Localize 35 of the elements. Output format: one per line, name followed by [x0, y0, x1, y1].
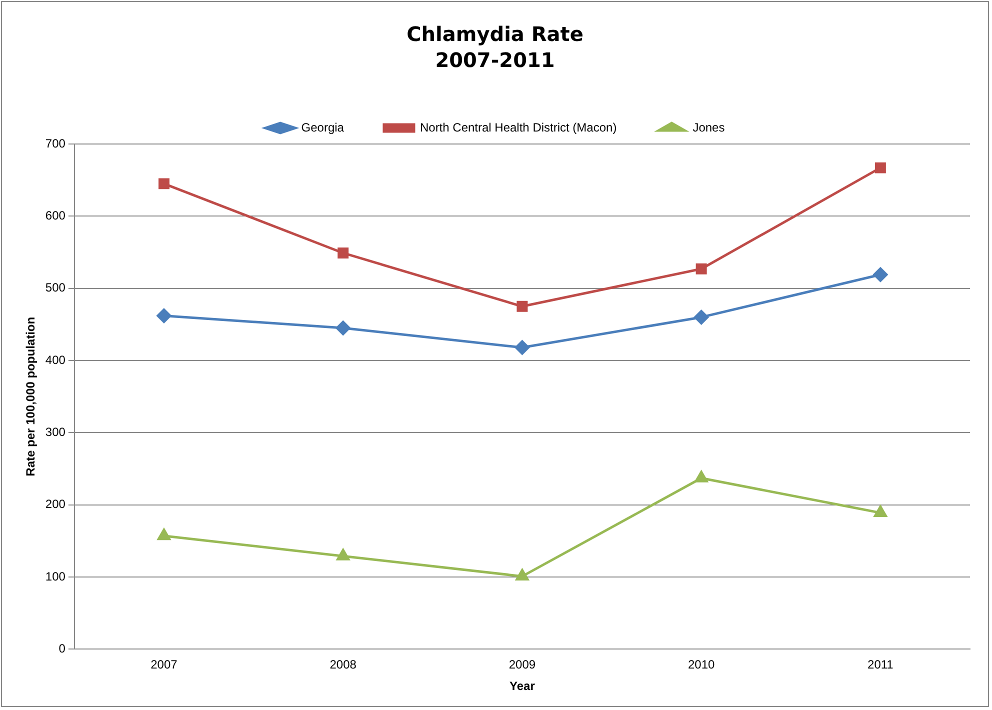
point: [516, 569, 529, 581]
legend-label: Georgia: [301, 120, 344, 134]
point: [874, 162, 886, 174]
x-tick-label: 2008: [330, 658, 357, 672]
y-tick-label: 200: [45, 497, 66, 512]
x-tick-label: 2009: [508, 658, 536, 672]
point: [158, 178, 170, 190]
x-tick-label: 2010: [688, 658, 715, 672]
point: [158, 528, 170, 540]
point: [156, 308, 172, 324]
point: [336, 548, 350, 560]
point: [694, 310, 709, 324]
legend-label: Jones: [692, 120, 725, 134]
y-tick-label: 0: [58, 642, 66, 656]
legend-label: North Central Health District (Macon): [420, 120, 617, 134]
point: [694, 470, 708, 482]
chart-subtitle: 2007-2011: [435, 48, 555, 72]
point: [514, 340, 530, 355]
x-tick-label: 2007: [150, 658, 178, 672]
point: [873, 267, 888, 282]
y-tick-label: 600: [45, 208, 66, 222]
y-tick-label: 100: [45, 569, 66, 584]
point: [516, 300, 528, 312]
point: [874, 506, 887, 518]
point: [338, 247, 349, 258]
chart-title: Chlamydia Rate: [406, 22, 584, 46]
y-tick-label: 700: [45, 136, 66, 150]
x-axis-title: Year: [510, 679, 536, 694]
y-axis-title: Rate per 100,000 population: [24, 316, 38, 476]
y-tick-label: 400: [45, 352, 66, 367]
point: [336, 320, 350, 336]
x-tick-label: 2011: [868, 658, 894, 672]
y-tick-label: 300: [45, 425, 66, 439]
y-tick-label: 500: [45, 280, 66, 295]
point: [696, 263, 707, 274]
